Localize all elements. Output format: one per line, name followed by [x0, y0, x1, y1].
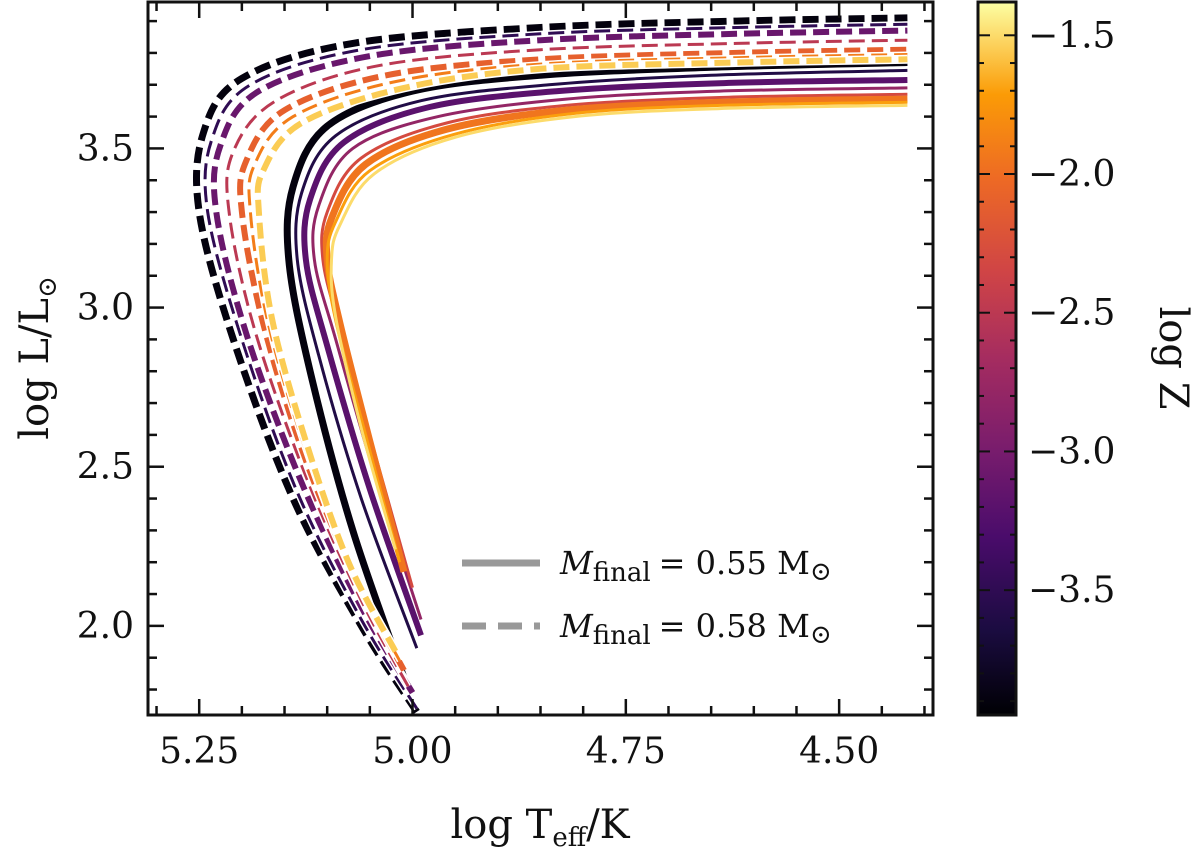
x-axis-ticks: 5.25 5.00 4.75 4.50	[155, 2, 926, 772]
cbar-tick-label-2: −2.5	[1028, 293, 1115, 334]
legend-solid-text: = 0.55 M	[659, 544, 810, 582]
tracks-dashed-group	[191, 12, 908, 715]
colorbar-bar	[976, 0, 1018, 717]
track-dashed-halo-3	[223, 37, 908, 688]
cbar-tick-label-4: −3.5	[1028, 570, 1115, 611]
track-solid-0	[283, 59, 908, 691]
track-dashed-2	[210, 27, 908, 695]
track-solid-5	[322, 95, 908, 573]
legend-dashed-sub: final	[593, 621, 651, 651]
x-axis-label: log Teff/K	[450, 802, 630, 847]
x-tick-label-3: 4.50	[799, 731, 879, 772]
colorbar: −1.5 −2.0 −2.5 −3.0 −3.5 log Z	[976, 0, 1196, 717]
y-label-main: log L/L	[12, 298, 58, 440]
legend-entry-dashed: Mfinal = 0.58 M⊙	[559, 607, 832, 651]
legend-dashed-sym: ⊙	[810, 620, 832, 650]
track-dashed-6	[254, 56, 908, 653]
y-tick-label-3: 3.5	[77, 128, 134, 169]
legend-solid-sym: ⊙	[810, 557, 832, 587]
x-label-sub: eff	[552, 823, 588, 847]
cbar-tick-label-1: −2.0	[1028, 154, 1115, 195]
y-tick-label-0: 2.0	[77, 606, 134, 647]
svg-text:log Teff/K: log Teff/K	[450, 802, 630, 847]
x-tick-label-1: 5.00	[372, 731, 452, 772]
x-label-main: log T	[450, 802, 552, 847]
track-solid-4	[320, 92, 908, 589]
track-solid-6	[325, 100, 908, 563]
svg-text:log L/L⊙: log L/L⊙	[12, 276, 63, 440]
track-solid-1	[294, 68, 908, 649]
track-dashed-0	[193, 14, 908, 714]
x-label-unit: /K	[586, 802, 630, 847]
cbar-tick-label-0: −1.5	[1028, 15, 1115, 56]
y-tick-label-1: 2.5	[77, 447, 134, 488]
legend-entry-solid: Mfinal = 0.55 M⊙	[559, 544, 832, 588]
legend-solid-prefix: M	[559, 544, 594, 582]
track-solid-2	[301, 77, 908, 637]
y-axis-ticks: 2.0 2.5 3.0 3.5	[77, 19, 933, 691]
track-solid-7	[329, 103, 908, 550]
tracks-solid-group	[283, 59, 908, 691]
track-dashed-1	[203, 22, 908, 710]
track-dashed-3	[225, 38, 908, 688]
legend-dashed-text: = 0.58 M	[659, 607, 810, 645]
x-tick-label-0: 5.25	[159, 731, 239, 772]
plot-area: 5.25 5.00 4.75 4.50 2.0 2.5 3.0 3.5	[77, 0, 935, 772]
cbar-tick-label-3: −3.0	[1028, 431, 1115, 472]
legend-dashed-prefix: M	[559, 607, 594, 645]
y-axis-label: log L/L⊙	[12, 276, 63, 440]
legend-solid-sub: final	[593, 558, 651, 588]
colorbar-ticks: −1.5 −2.0 −2.5 −3.0 −3.5	[978, 15, 1115, 703]
legend: Mfinal = 0.55 M⊙ Mfinal = 0.58 M⊙	[462, 544, 832, 651]
x-tick-label-2: 4.75	[586, 731, 666, 772]
track-solid-3	[311, 86, 908, 620]
colorbar-label: log Z	[1150, 307, 1196, 410]
y-tick-label-2: 3.0	[77, 288, 134, 329]
y-label-sym: ⊙	[33, 276, 63, 298]
